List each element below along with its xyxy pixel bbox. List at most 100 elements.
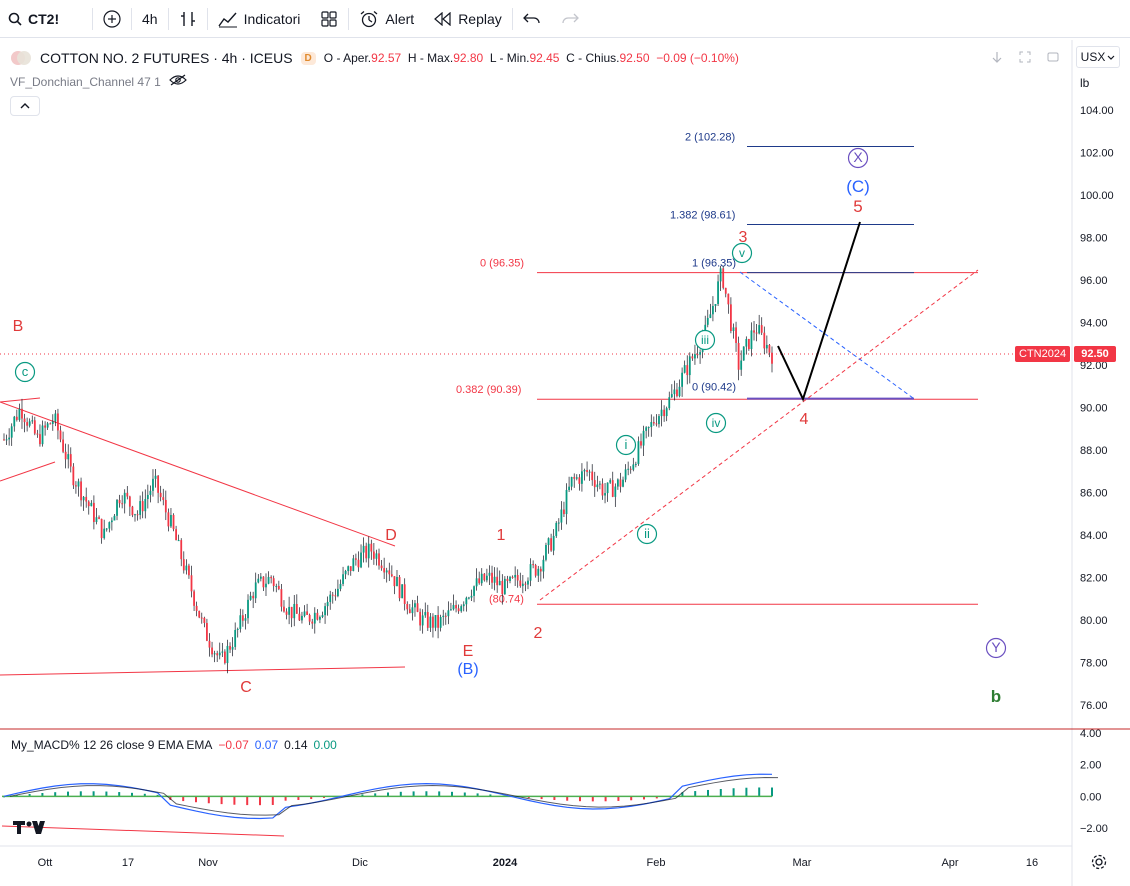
wave-label: (B) bbox=[457, 661, 478, 678]
divider bbox=[348, 7, 350, 30]
candle-body bbox=[383, 568, 386, 573]
eye-off-icon[interactable] bbox=[168, 74, 187, 89]
macd-histogram-bar bbox=[284, 796, 287, 801]
macd-histogram-bar bbox=[118, 792, 121, 797]
window-icon[interactable] bbox=[1044, 48, 1062, 66]
candle-body bbox=[573, 477, 576, 479]
maximize-icon[interactable] bbox=[1016, 48, 1034, 66]
macd-tick-label: 2.00 bbox=[1080, 760, 1101, 772]
redo-button[interactable] bbox=[551, 0, 589, 38]
candle-body bbox=[735, 327, 737, 343]
chart-style-button[interactable] bbox=[169, 0, 207, 38]
layout-grid-icon bbox=[320, 10, 338, 28]
tradingview-logo[interactable] bbox=[12, 818, 46, 836]
candle-body bbox=[665, 408, 668, 417]
candle-body bbox=[424, 612, 427, 616]
candle-body bbox=[80, 481, 82, 501]
macd-histogram-bar bbox=[169, 796, 172, 800]
delayed-badge[interactable]: D bbox=[300, 51, 316, 65]
candle-body bbox=[516, 574, 519, 581]
candle-body bbox=[763, 332, 766, 349]
indicators-button[interactable]: Indicatori bbox=[208, 0, 311, 38]
candle-body bbox=[354, 558, 357, 560]
candle-body bbox=[629, 468, 632, 470]
candle-body bbox=[334, 595, 337, 597]
candle-body bbox=[167, 512, 170, 527]
dashed-channel-red bbox=[539, 269, 979, 601]
candle-body bbox=[200, 617, 203, 619]
replay-button[interactable]: Replay bbox=[424, 0, 512, 38]
currency-selector[interactable]: USX bbox=[1076, 46, 1120, 68]
candle-body bbox=[388, 570, 391, 575]
time-tick-label: Feb bbox=[647, 857, 666, 869]
macd-histogram-bar bbox=[694, 791, 697, 797]
candle-body bbox=[642, 430, 645, 446]
candle-body bbox=[452, 605, 455, 610]
candle-body bbox=[606, 482, 609, 494]
candle-body bbox=[670, 394, 673, 398]
candle-body bbox=[144, 499, 147, 512]
candle-body bbox=[658, 416, 660, 425]
interval-button[interactable]: 4h bbox=[132, 0, 168, 38]
candle-body bbox=[77, 481, 80, 487]
collapse-legend-button[interactable] bbox=[10, 96, 40, 116]
candle-body bbox=[722, 268, 725, 288]
candle-body bbox=[8, 437, 11, 440]
alert-button[interactable]: Alert bbox=[349, 0, 424, 38]
undo-button[interactable] bbox=[513, 0, 551, 38]
candle-body bbox=[604, 493, 606, 496]
compare-button[interactable] bbox=[93, 0, 131, 38]
price-tick-label: 76.00 bbox=[1080, 700, 1108, 712]
candle-body bbox=[583, 470, 586, 472]
wave-label: D bbox=[385, 527, 397, 544]
candle-body bbox=[519, 580, 522, 587]
candle-body bbox=[28, 421, 31, 426]
candle-body bbox=[3, 439, 5, 441]
candle-body bbox=[82, 496, 85, 501]
candle-body bbox=[655, 423, 658, 425]
candle-body bbox=[193, 591, 195, 606]
fib-label: 2 (102.28) bbox=[685, 132, 735, 144]
candle-body bbox=[13, 416, 16, 427]
layout-button[interactable] bbox=[310, 0, 348, 38]
time-tick-label: Apr bbox=[941, 857, 958, 869]
candle-body bbox=[385, 570, 388, 573]
candle-body bbox=[221, 651, 224, 653]
zero-value: 0.00 bbox=[313, 738, 337, 752]
macd-trendline bbox=[1, 825, 285, 837]
wave-label: iv bbox=[712, 416, 721, 430]
rewind-icon bbox=[434, 11, 452, 26]
candle-body bbox=[139, 501, 142, 515]
candle-body bbox=[5, 439, 8, 441]
trendline bbox=[0, 397, 41, 403]
candle-body bbox=[136, 514, 139, 516]
candle-body bbox=[614, 486, 617, 497]
macd-histogram-bar bbox=[591, 796, 594, 802]
macd-histogram-bar bbox=[361, 794, 364, 797]
macd-histogram-bar bbox=[323, 796, 325, 798]
symbol-search[interactable]: CT2! bbox=[0, 0, 92, 38]
macd-histogram-bar bbox=[246, 796, 249, 806]
undo-icon bbox=[522, 12, 541, 26]
macd-histogram-bar bbox=[681, 792, 684, 797]
candle-body bbox=[534, 565, 537, 576]
arrow-down-icon[interactable] bbox=[988, 48, 1006, 66]
candle-body bbox=[337, 588, 339, 597]
candle-body bbox=[244, 618, 247, 621]
candle-body bbox=[15, 416, 18, 420]
candle-body bbox=[396, 576, 398, 587]
wave-label-circle bbox=[731, 242, 753, 264]
candle-body bbox=[316, 612, 319, 620]
time-tick-label: 17 bbox=[122, 857, 134, 869]
settings-icon[interactable] bbox=[1090, 853, 1108, 871]
candle-body bbox=[465, 597, 468, 605]
cotton-symbol-icon bbox=[11, 51, 31, 65]
macd-histogram-bar bbox=[655, 796, 658, 799]
indicator-legend[interactable]: VF_Donchian_Channel 47 1 bbox=[10, 74, 187, 89]
candle-body bbox=[398, 576, 401, 599]
replay-label: Replay bbox=[458, 10, 502, 27]
candle-body bbox=[496, 576, 499, 586]
trendline bbox=[0, 461, 56, 482]
time-tick-label: Dic bbox=[352, 857, 368, 869]
